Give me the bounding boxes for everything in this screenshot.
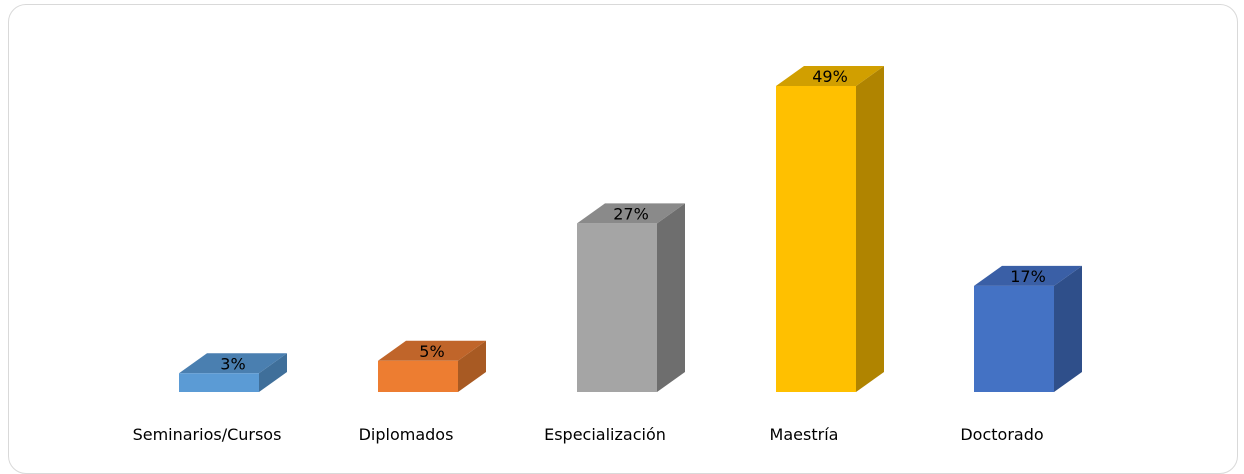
category-label: Seminarios/Cursos	[133, 425, 282, 444]
category-label: Diplomados	[359, 425, 454, 444]
bar-doctorado	[974, 265, 1082, 392]
bar-top	[179, 353, 287, 374]
data-label: 5%	[419, 342, 444, 361]
data-label: 49%	[812, 67, 848, 86]
data-label: 27%	[613, 204, 649, 223]
data-label: 17%	[1010, 267, 1046, 286]
bar-side	[856, 66, 884, 392]
bar-top	[776, 66, 884, 86]
bar-side	[657, 203, 685, 392]
bar-diplomados	[378, 340, 486, 392]
category-label: Doctorado	[960, 425, 1043, 444]
bar-front	[776, 86, 856, 392]
bar-especializaci-n	[577, 203, 685, 392]
bar-top	[974, 265, 1082, 286]
bar-top	[577, 203, 685, 224]
bar-front	[577, 223, 657, 392]
category-label: Maestría	[770, 425, 839, 444]
bar-maestr-a	[776, 66, 884, 392]
bar-side	[1054, 265, 1082, 392]
bar-chart: 3% Seminarios/Cursos 5% Diplomados 27% Especi…	[133, 66, 1082, 444]
category-label: Especialización	[544, 425, 666, 444]
bar-side	[458, 340, 486, 392]
bar-side	[259, 353, 287, 392]
bar-front	[179, 373, 259, 392]
bar-seminarios-cursos	[179, 353, 287, 392]
bar-top	[378, 340, 486, 361]
bar-front	[378, 360, 458, 392]
data-label: 3%	[220, 354, 245, 373]
bar-front	[974, 285, 1054, 392]
